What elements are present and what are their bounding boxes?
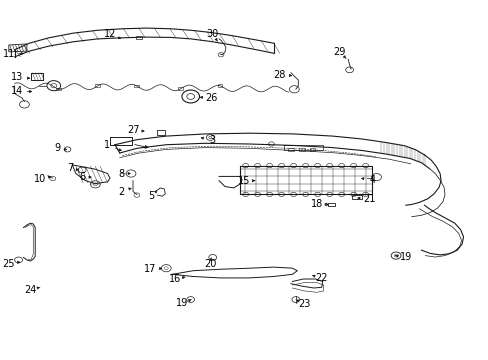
Text: 1: 1 bbox=[103, 140, 109, 150]
Text: 26: 26 bbox=[204, 93, 217, 103]
Text: 10: 10 bbox=[34, 174, 46, 184]
Text: 17: 17 bbox=[144, 264, 157, 274]
Text: 28: 28 bbox=[273, 70, 285, 80]
Text: 18: 18 bbox=[310, 199, 323, 210]
Text: 6: 6 bbox=[79, 172, 85, 182]
Text: 22: 22 bbox=[315, 273, 327, 283]
Bar bbox=[136, 36, 142, 39]
Text: 29: 29 bbox=[333, 47, 346, 57]
Text: 2: 2 bbox=[118, 186, 124, 197]
Text: 3: 3 bbox=[209, 135, 215, 145]
Text: 23: 23 bbox=[297, 299, 310, 309]
Bar bbox=[217, 84, 222, 87]
Text: 4: 4 bbox=[369, 175, 375, 185]
Text: 11: 11 bbox=[2, 49, 15, 59]
Text: 13: 13 bbox=[11, 72, 23, 82]
Text: 15: 15 bbox=[238, 176, 250, 186]
Text: 12: 12 bbox=[103, 29, 116, 39]
Text: 21: 21 bbox=[362, 194, 375, 204]
Text: 20: 20 bbox=[203, 258, 216, 269]
Text: 5: 5 bbox=[148, 191, 154, 201]
Text: 19: 19 bbox=[175, 298, 188, 308]
Text: 7: 7 bbox=[67, 163, 73, 174]
Text: 9: 9 bbox=[55, 143, 61, 153]
Text: 25: 25 bbox=[2, 258, 15, 269]
Text: 24: 24 bbox=[24, 285, 37, 295]
Text: 14: 14 bbox=[11, 86, 23, 96]
Bar bbox=[157, 130, 165, 135]
Bar bbox=[327, 203, 334, 206]
Text: 8: 8 bbox=[118, 168, 124, 179]
Text: 30: 30 bbox=[206, 29, 219, 39]
Bar bbox=[178, 87, 183, 90]
Bar bbox=[95, 84, 100, 87]
Bar bbox=[287, 148, 293, 151]
Bar bbox=[56, 87, 61, 90]
Bar bbox=[309, 148, 315, 151]
Text: 16: 16 bbox=[168, 274, 181, 284]
Text: 19: 19 bbox=[399, 252, 411, 262]
Text: 27: 27 bbox=[126, 125, 139, 135]
Bar bbox=[351, 195, 361, 199]
Bar bbox=[134, 85, 139, 87]
Bar bbox=[298, 148, 304, 151]
